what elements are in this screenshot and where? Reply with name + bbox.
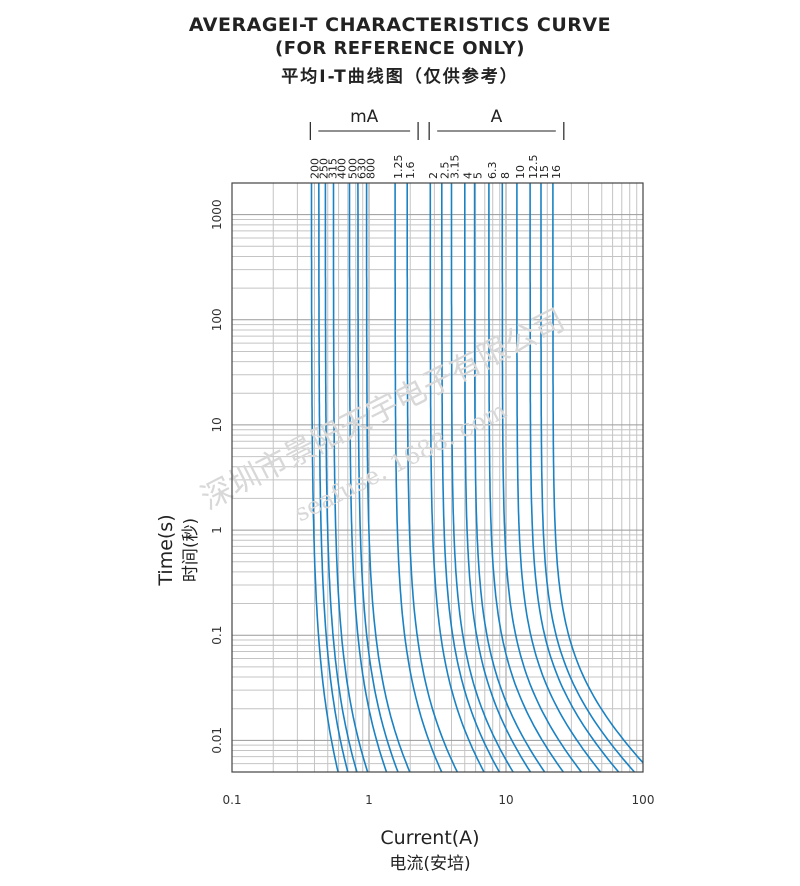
axis-ticks: 0.1 1 10 100 0.01 0.1 1 10 100 1000 bbox=[210, 199, 654, 807]
y-tick-label: 0.01 bbox=[210, 727, 224, 754]
unit-label-A: A bbox=[491, 107, 503, 127]
unit-brackets: mA A bbox=[309, 107, 565, 140]
curve-1.6 bbox=[406, 183, 459, 773]
x-tick-label: 1 bbox=[365, 793, 373, 807]
rating-label-1.6: 1.6 bbox=[404, 162, 417, 180]
rating-label-2.5: 2.5 bbox=[439, 162, 452, 180]
unit-label-mA: mA bbox=[350, 107, 379, 127]
rating-label-250: 250 bbox=[317, 158, 330, 179]
curve-2 bbox=[429, 183, 485, 773]
chart-title: AVERAGEI-T CHARACTERISTICS CURVE bbox=[188, 14, 612, 36]
curve-1.25 bbox=[394, 183, 443, 773]
x-axis-label: Current(A) bbox=[380, 827, 479, 849]
rating-label-6.3: 6.3 bbox=[486, 162, 499, 180]
rating-label-8: 8 bbox=[499, 172, 512, 179]
rating-label-500: 500 bbox=[346, 158, 359, 179]
x-axis-label-chinese: 电流(安培) bbox=[389, 854, 470, 874]
rating-label-800: 800 bbox=[364, 158, 377, 179]
curve-12.5 bbox=[529, 183, 620, 773]
curve-400 bbox=[332, 183, 369, 773]
curve-250 bbox=[318, 182, 349, 773]
curve-15 bbox=[540, 183, 635, 773]
y-tick-label: 100 bbox=[210, 308, 224, 331]
y-tick-label: 0.1 bbox=[210, 626, 224, 645]
rating-label-15: 15 bbox=[538, 165, 551, 179]
curve-630 bbox=[357, 182, 399, 773]
curve-16 bbox=[552, 183, 644, 764]
x-tick-label: 0.1 bbox=[222, 793, 241, 807]
curve-2.5 bbox=[441, 183, 501, 773]
curve-500 bbox=[348, 183, 388, 773]
rating-label-12.5: 12.5 bbox=[527, 155, 540, 180]
curve-6.3 bbox=[488, 183, 564, 773]
curve-5 bbox=[473, 183, 546, 773]
curve-200 bbox=[310, 183, 339, 773]
rating-label-630: 630 bbox=[355, 158, 368, 179]
grid bbox=[232, 183, 643, 772]
chart-subtitle: (FOR REFERENCE ONLY) bbox=[275, 38, 525, 59]
chart-title-chinese: 平均I-T曲线图（仅供参考） bbox=[281, 67, 519, 87]
curve-8 bbox=[501, 183, 582, 773]
rating-label-10: 10 bbox=[514, 165, 527, 179]
curve-315 bbox=[324, 183, 358, 773]
rating-label-2: 2 bbox=[427, 172, 440, 179]
rating-label-16: 16 bbox=[550, 165, 563, 179]
y-axis-label: Time(s) bbox=[155, 514, 177, 586]
rating-label-400: 400 bbox=[335, 158, 348, 179]
rating-label-1.25: 1.25 bbox=[392, 155, 405, 180]
y-tick-label: 10 bbox=[210, 417, 224, 432]
curve-10 bbox=[516, 183, 602, 773]
curve-3.15 bbox=[450, 183, 514, 773]
y-axis-label-chinese: 时间(秒) bbox=[181, 518, 201, 582]
rating-label-5: 5 bbox=[472, 172, 485, 179]
x-tick-label: 100 bbox=[632, 793, 655, 807]
rating-label-4: 4 bbox=[462, 172, 475, 179]
curve-800 bbox=[365, 183, 411, 773]
curves bbox=[310, 182, 644, 773]
rating-label-315: 315 bbox=[326, 158, 339, 179]
rating-label-3.15: 3.15 bbox=[448, 155, 461, 180]
y-tick-label: 1000 bbox=[210, 199, 224, 230]
curve-4 bbox=[464, 183, 532, 773]
y-tick-label: 1 bbox=[210, 526, 224, 534]
plot-frame bbox=[231, 182, 644, 773]
rating-label-200: 200 bbox=[308, 158, 321, 179]
x-tick-label: 10 bbox=[498, 793, 513, 807]
